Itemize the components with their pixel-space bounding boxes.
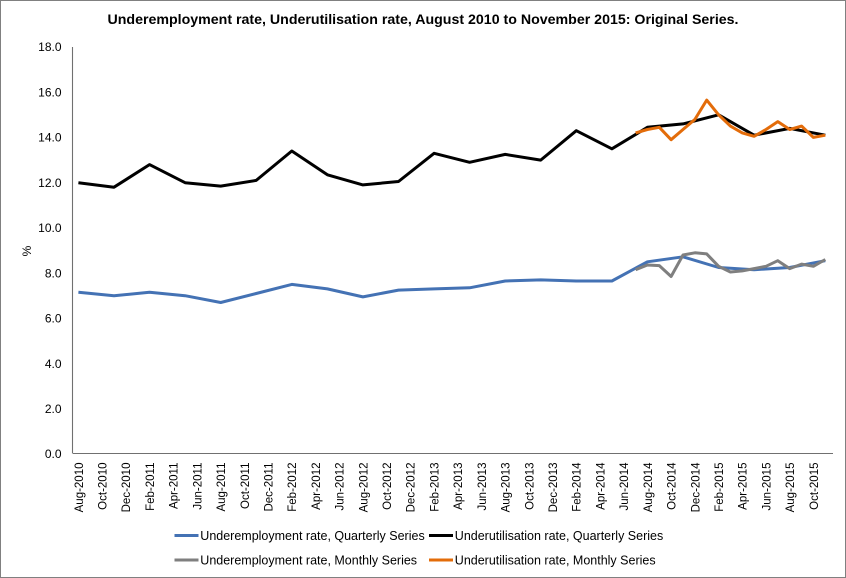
svg-text:Aug-2011: Aug-2011: [216, 463, 228, 512]
svg-text:12.0: 12.0: [38, 176, 62, 190]
svg-text:0.0: 0.0: [45, 447, 62, 461]
svg-text:8.0: 8.0: [45, 266, 62, 280]
svg-text:Aug-2015: Aug-2015: [785, 463, 797, 513]
svg-text:6.0: 6.0: [45, 312, 62, 326]
svg-text:Aug-2010: Aug-2010: [74, 463, 86, 513]
svg-text:Oct-2014: Oct-2014: [667, 462, 679, 510]
svg-text:10.0: 10.0: [38, 221, 62, 235]
svg-text:%: %: [20, 245, 34, 256]
svg-text:Apr-2014: Apr-2014: [595, 462, 607, 510]
svg-text:Underemployment rate, Underuti: Underemployment rate, Underutilisation r…: [108, 12, 739, 28]
svg-text:Underemployment rate, Quarterl: Underemployment rate, Quarterly Series: [200, 529, 424, 543]
svg-text:Underutilisation rate, Quarter: Underutilisation rate, Quarterly Series: [455, 529, 663, 543]
svg-text:Dec-2010: Dec-2010: [121, 463, 133, 513]
svg-text:18.0: 18.0: [38, 40, 62, 54]
svg-text:Jun-2012: Jun-2012: [335, 463, 347, 511]
svg-text:Feb-2014: Feb-2014: [572, 462, 584, 512]
svg-text:Oct-2012: Oct-2012: [382, 463, 394, 510]
svg-text:Dec-2012: Dec-2012: [406, 463, 418, 513]
svg-text:Underemployment rate, Monthly: Underemployment rate, Monthly Series: [200, 553, 417, 567]
svg-text:Jun-2013: Jun-2013: [477, 463, 489, 511]
svg-text:Apr-2015: Apr-2015: [738, 463, 750, 510]
svg-text:Aug-2013: Aug-2013: [501, 462, 513, 512]
svg-text:Feb-2012: Feb-2012: [287, 463, 299, 512]
svg-text:Apr-2013: Apr-2013: [453, 463, 465, 510]
svg-text:Aug-2014: Aug-2014: [643, 462, 655, 512]
svg-text:Feb-2015: Feb-2015: [714, 463, 726, 512]
svg-text:Jun-2015: Jun-2015: [761, 463, 773, 511]
svg-text:Dec-2013: Dec-2013: [548, 463, 560, 513]
svg-text:Feb-2013: Feb-2013: [430, 463, 442, 512]
svg-text:2.0: 2.0: [45, 402, 62, 416]
svg-text:Oct-2010: Oct-2010: [98, 463, 110, 510]
svg-text:Oct-2011: Oct-2011: [240, 463, 252, 509]
svg-text:Underutilisation rate, Monthly: Underutilisation rate, Monthly Series: [455, 553, 656, 567]
svg-text:Oct-2013: Oct-2013: [524, 463, 536, 510]
svg-text:Dec-2011: Dec-2011: [264, 463, 276, 512]
svg-text:Jun-2014: Jun-2014: [619, 462, 631, 511]
svg-text:Dec-2014: Dec-2014: [690, 462, 702, 512]
svg-text:Apr-2012: Apr-2012: [311, 463, 323, 510]
svg-text:16.0: 16.0: [38, 85, 62, 99]
svg-text:Feb-2011: Feb-2011: [145, 463, 157, 511]
svg-text:4.0: 4.0: [45, 357, 62, 371]
svg-text:Apr-2011: Apr-2011: [169, 463, 181, 509]
svg-text:Oct-2015: Oct-2015: [809, 463, 821, 510]
svg-text:14.0: 14.0: [38, 131, 62, 145]
svg-text:Aug-2012: Aug-2012: [358, 463, 370, 513]
svg-text:Jun-2011: Jun-2011: [192, 463, 204, 510]
